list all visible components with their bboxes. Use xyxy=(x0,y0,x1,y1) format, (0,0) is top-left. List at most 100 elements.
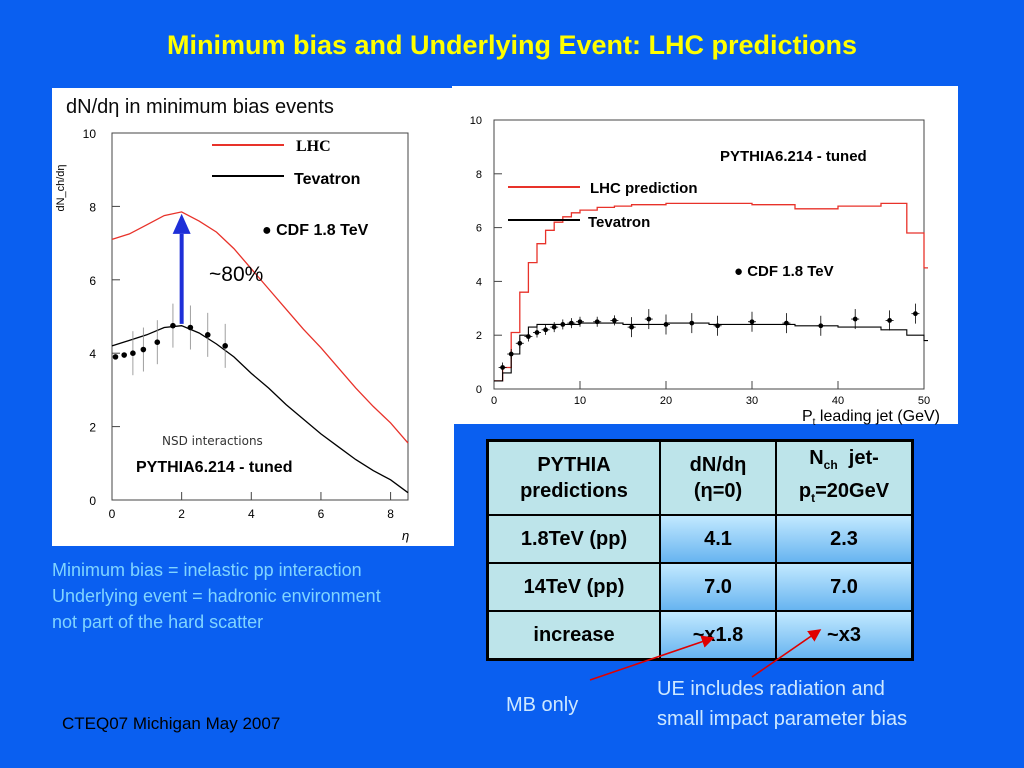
data-point xyxy=(534,330,540,335)
series-line-tevatron xyxy=(111,325,409,494)
data-point xyxy=(170,322,176,329)
definition-note: Minimum bias = inelastic pp interaction … xyxy=(52,557,381,635)
data-point xyxy=(204,332,211,338)
data-point xyxy=(852,316,858,322)
data-point xyxy=(784,320,789,326)
header-dndeta-label: dN/dη (η=0) xyxy=(689,454,747,502)
y-tick-label: 10 xyxy=(83,127,97,141)
nch-mid: jet- xyxy=(837,447,879,469)
data-point xyxy=(569,320,574,326)
increase-label: ~80% xyxy=(209,263,263,286)
data-point xyxy=(140,346,147,353)
row-value: 7.0 xyxy=(659,562,777,612)
header-nch: Nch jet-pt=20GeV xyxy=(775,439,914,516)
x-tick-label: 4 xyxy=(248,507,255,521)
y-tick-label: 6 xyxy=(476,223,482,235)
legend-cdf-label: ● CDF 1.8 TeV xyxy=(734,263,834,280)
pt-post: =20GeV xyxy=(815,480,890,502)
left-plot-panel: dN/dη in minimum bias events 0 2 4 6 8 10 0 2 4 6… xyxy=(52,88,454,546)
y-tick-label: 0 xyxy=(476,384,482,396)
data-point xyxy=(121,352,127,358)
slide-title: Minimum bias and Underlying Event: LHC p… xyxy=(166,30,858,60)
x-axis-label: η xyxy=(402,528,409,543)
header-dndeta: dN/dη (η=0) xyxy=(659,439,777,516)
row-label: 1.8TeV (pp) xyxy=(486,514,661,564)
x-tick-label: 6 xyxy=(318,507,325,521)
xlabel-sub: t xyxy=(812,417,816,429)
ue-note: UE includes radiation and small impact p… xyxy=(657,674,907,734)
row-value: 4.1 xyxy=(659,514,777,564)
data-point xyxy=(818,323,824,329)
row-label: increase xyxy=(486,610,661,661)
left-plot-caption: dN/dη in minimum bias events xyxy=(66,96,334,118)
data-point xyxy=(887,318,892,323)
y-tick-label: 8 xyxy=(476,169,482,181)
data-point xyxy=(187,324,194,331)
data-point xyxy=(543,327,548,333)
ue-line: UE includes radiation and xyxy=(657,678,885,700)
row-value: 7.0 xyxy=(775,562,914,612)
tune-label: PYTHIA6.214 - tuned xyxy=(720,148,867,165)
row-value: 2.3 xyxy=(775,514,914,564)
data-point xyxy=(612,318,617,323)
header-pythia-label: PYTHIA predictions xyxy=(520,454,628,502)
data-point xyxy=(517,340,523,346)
data-point xyxy=(577,319,583,325)
increase-arrowhead xyxy=(172,213,191,234)
note-line: not part of the hard scatter xyxy=(52,612,264,632)
x-tick-label: 0 xyxy=(491,395,497,407)
x-tick-label: 20 xyxy=(660,395,672,407)
legend-lhc-label: LHC xyxy=(296,138,331,155)
nsd-label: NSD interactions xyxy=(162,434,263,448)
series-line-lhc xyxy=(494,202,928,382)
y-tick-label: 8 xyxy=(89,200,96,214)
footer: CTEQ07 Michigan May 2007 xyxy=(62,714,281,733)
mb-only-note: MB only xyxy=(506,694,579,716)
data-point xyxy=(689,320,695,326)
right-plot: 024681001020304050Particle densityPYTHIA… xyxy=(470,115,930,407)
table-header-row: PYTHIA predictions dN/dη (η=0) Nch jet-p… xyxy=(486,439,914,516)
y-axis-label: dN_ch/dη xyxy=(55,164,67,211)
x-tick-label: 10 xyxy=(574,395,586,407)
y-tick-label: 10 xyxy=(470,115,482,127)
plot-frame xyxy=(111,132,409,501)
data-point xyxy=(560,322,566,327)
series-line-lhc xyxy=(111,211,409,444)
pt-sub: t xyxy=(811,491,816,505)
table-row: increase ~x1.8 ~x3 xyxy=(486,610,914,661)
right-plot-panel: 024681001020304050Particle densityPYTHIA… xyxy=(452,86,958,424)
data-point xyxy=(112,354,119,360)
x-tick-label: 0 xyxy=(109,507,116,521)
data-point xyxy=(629,324,634,330)
legend-cdf-label: ● CDF 1.8 TeV xyxy=(262,222,369,239)
legend-tevatron-label: Tevatron xyxy=(294,171,360,188)
data-point xyxy=(913,311,918,317)
x-tick-label: 30 xyxy=(746,395,758,407)
note-line: Minimum bias = inelastic pp interaction xyxy=(52,560,362,580)
data-point xyxy=(663,322,669,327)
y-tick-label: 4 xyxy=(476,276,482,288)
row-value: ~x3 xyxy=(775,610,914,661)
x-tick-label: 50 xyxy=(918,395,930,407)
data-point xyxy=(508,351,514,357)
header-nch-label: Nch jet-pt=20GeV xyxy=(778,445,910,511)
table-row: 1.8TeV (pp) 4.1 2.3 xyxy=(486,514,914,564)
legend-lhc-label: LHC prediction xyxy=(590,180,698,197)
y-tick-label: 2 xyxy=(476,330,482,342)
data-point xyxy=(500,365,505,370)
table-row: 14TeV (pp) 7.0 7.0 xyxy=(486,562,914,612)
data-point xyxy=(749,319,755,325)
data-point xyxy=(526,334,531,339)
right-plot-xlabel: Pt leading jet (GeV) xyxy=(802,408,940,428)
data-point xyxy=(646,316,652,322)
tune-label: PYTHIA6.214 - tuned xyxy=(136,459,292,476)
x-tick-label: 2 xyxy=(178,507,185,521)
note-line: Underlying event = hadronic environment xyxy=(52,586,381,606)
header-pythia: PYTHIA predictions xyxy=(486,439,661,516)
nch-n: N xyxy=(809,447,824,469)
data-point xyxy=(594,319,600,325)
row-value: ~x1.8 xyxy=(659,610,777,661)
y-tick-label: 2 xyxy=(89,421,96,435)
data-point xyxy=(715,323,720,329)
